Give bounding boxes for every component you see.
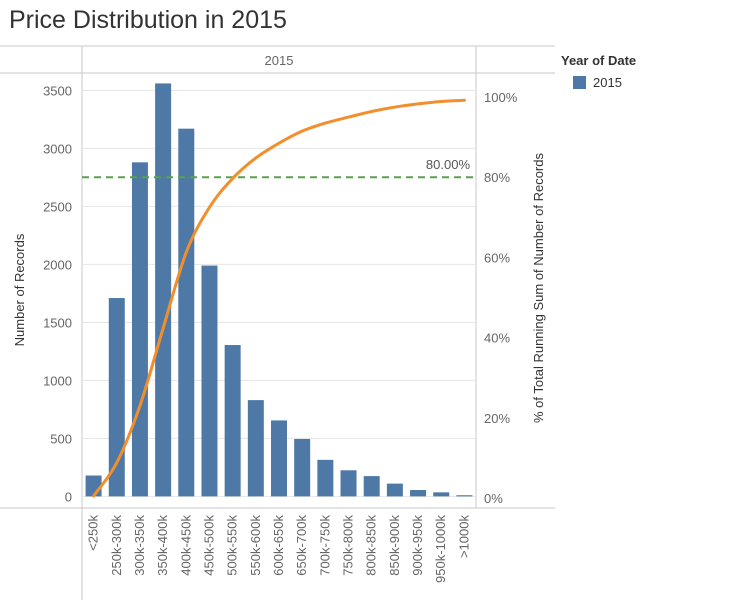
- bar: [271, 420, 287, 497]
- legend-item-2015[interactable]: 2015: [573, 75, 622, 90]
- x-tick-label: 700k-750k: [317, 515, 332, 576]
- x-tick-label: 450k-500k: [201, 515, 216, 576]
- x-tick-label: 650k-700k: [294, 515, 309, 576]
- running-sum-line: [92, 98, 466, 498]
- y2-axis-title: % of Total Running Sum of Number of Reco…: [531, 153, 546, 424]
- x-tick-label: 900k-950k: [410, 515, 425, 576]
- bar: [456, 495, 473, 497]
- x-tick-label: >1000k: [456, 515, 471, 559]
- bar: [85, 475, 102, 497]
- y-tick-label: 3000: [43, 141, 72, 156]
- x-tick-label: 750k-800k: [341, 515, 356, 576]
- bar: [433, 492, 450, 497]
- x-tick-label: 350k-400k: [155, 515, 170, 576]
- y-tick-label: 2000: [43, 257, 72, 272]
- bar: [108, 298, 125, 497]
- y2-tick-label: 60%: [484, 250, 510, 265]
- y2-tick-label: 20%: [484, 411, 510, 426]
- x-tick-label: <250k: [86, 515, 101, 551]
- x-tick-label: 500k-550k: [225, 515, 240, 576]
- bar: [224, 345, 241, 497]
- x-tick-label: 800k-850k: [364, 515, 379, 576]
- column-header: 2015: [265, 53, 294, 68]
- y-tick-label: 1000: [43, 373, 72, 388]
- x-tick-label: 550k-600k: [248, 515, 263, 576]
- bar: [363, 476, 380, 497]
- x-tick-label: 250k-300k: [109, 515, 124, 576]
- legend-title: Year of Date: [561, 53, 637, 68]
- x-tick-label: 600k-650k: [271, 515, 286, 576]
- bar: [410, 490, 427, 497]
- y-tick-label: 2500: [43, 199, 72, 214]
- bar: [386, 483, 403, 497]
- y2-tick-label: 40%: [484, 331, 510, 346]
- y-tick-label: 1500: [43, 315, 72, 330]
- bar: [131, 162, 148, 497]
- x-tick-label: 850k-900k: [387, 515, 402, 576]
- bar: [178, 128, 195, 497]
- x-tick-label: 300k-350k: [132, 515, 147, 576]
- bar: [155, 83, 172, 497]
- chart-title: Price Distribution in 2015: [9, 6, 287, 34]
- bar: [201, 265, 218, 497]
- bar: [247, 400, 264, 497]
- legend-label: 2015: [593, 75, 622, 90]
- bar: [340, 470, 357, 497]
- y2-tick-label: 0%: [484, 491, 503, 506]
- y2-tick-label: 100%: [484, 90, 518, 105]
- y2-tick-label: 80%: [484, 170, 510, 185]
- y-axis-title: Number of Records: [12, 233, 27, 346]
- x-tick-label: 950k-1000k: [433, 515, 448, 583]
- x-tick-label: 400k-450k: [178, 515, 193, 576]
- y-tick-label: 500: [50, 431, 72, 446]
- bar: [317, 459, 334, 497]
- bar: [294, 438, 311, 497]
- reference-line-label: 80.00%: [426, 157, 471, 172]
- y-tick-label: 0: [65, 489, 72, 504]
- legend-swatch: [573, 76, 586, 89]
- y-tick-label: 3500: [43, 83, 72, 98]
